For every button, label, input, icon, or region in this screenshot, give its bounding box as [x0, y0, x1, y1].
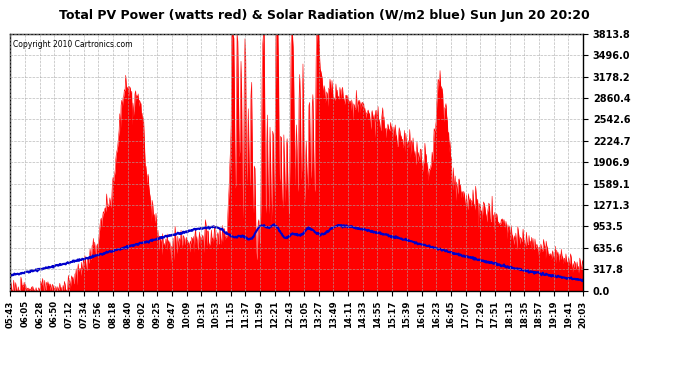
Text: Total PV Power (watts red) & Solar Radiation (W/m2 blue) Sun Jun 20 20:20: Total PV Power (watts red) & Solar Radia… [59, 9, 590, 22]
Text: Copyright 2010 Cartronics.com: Copyright 2010 Cartronics.com [13, 40, 132, 49]
